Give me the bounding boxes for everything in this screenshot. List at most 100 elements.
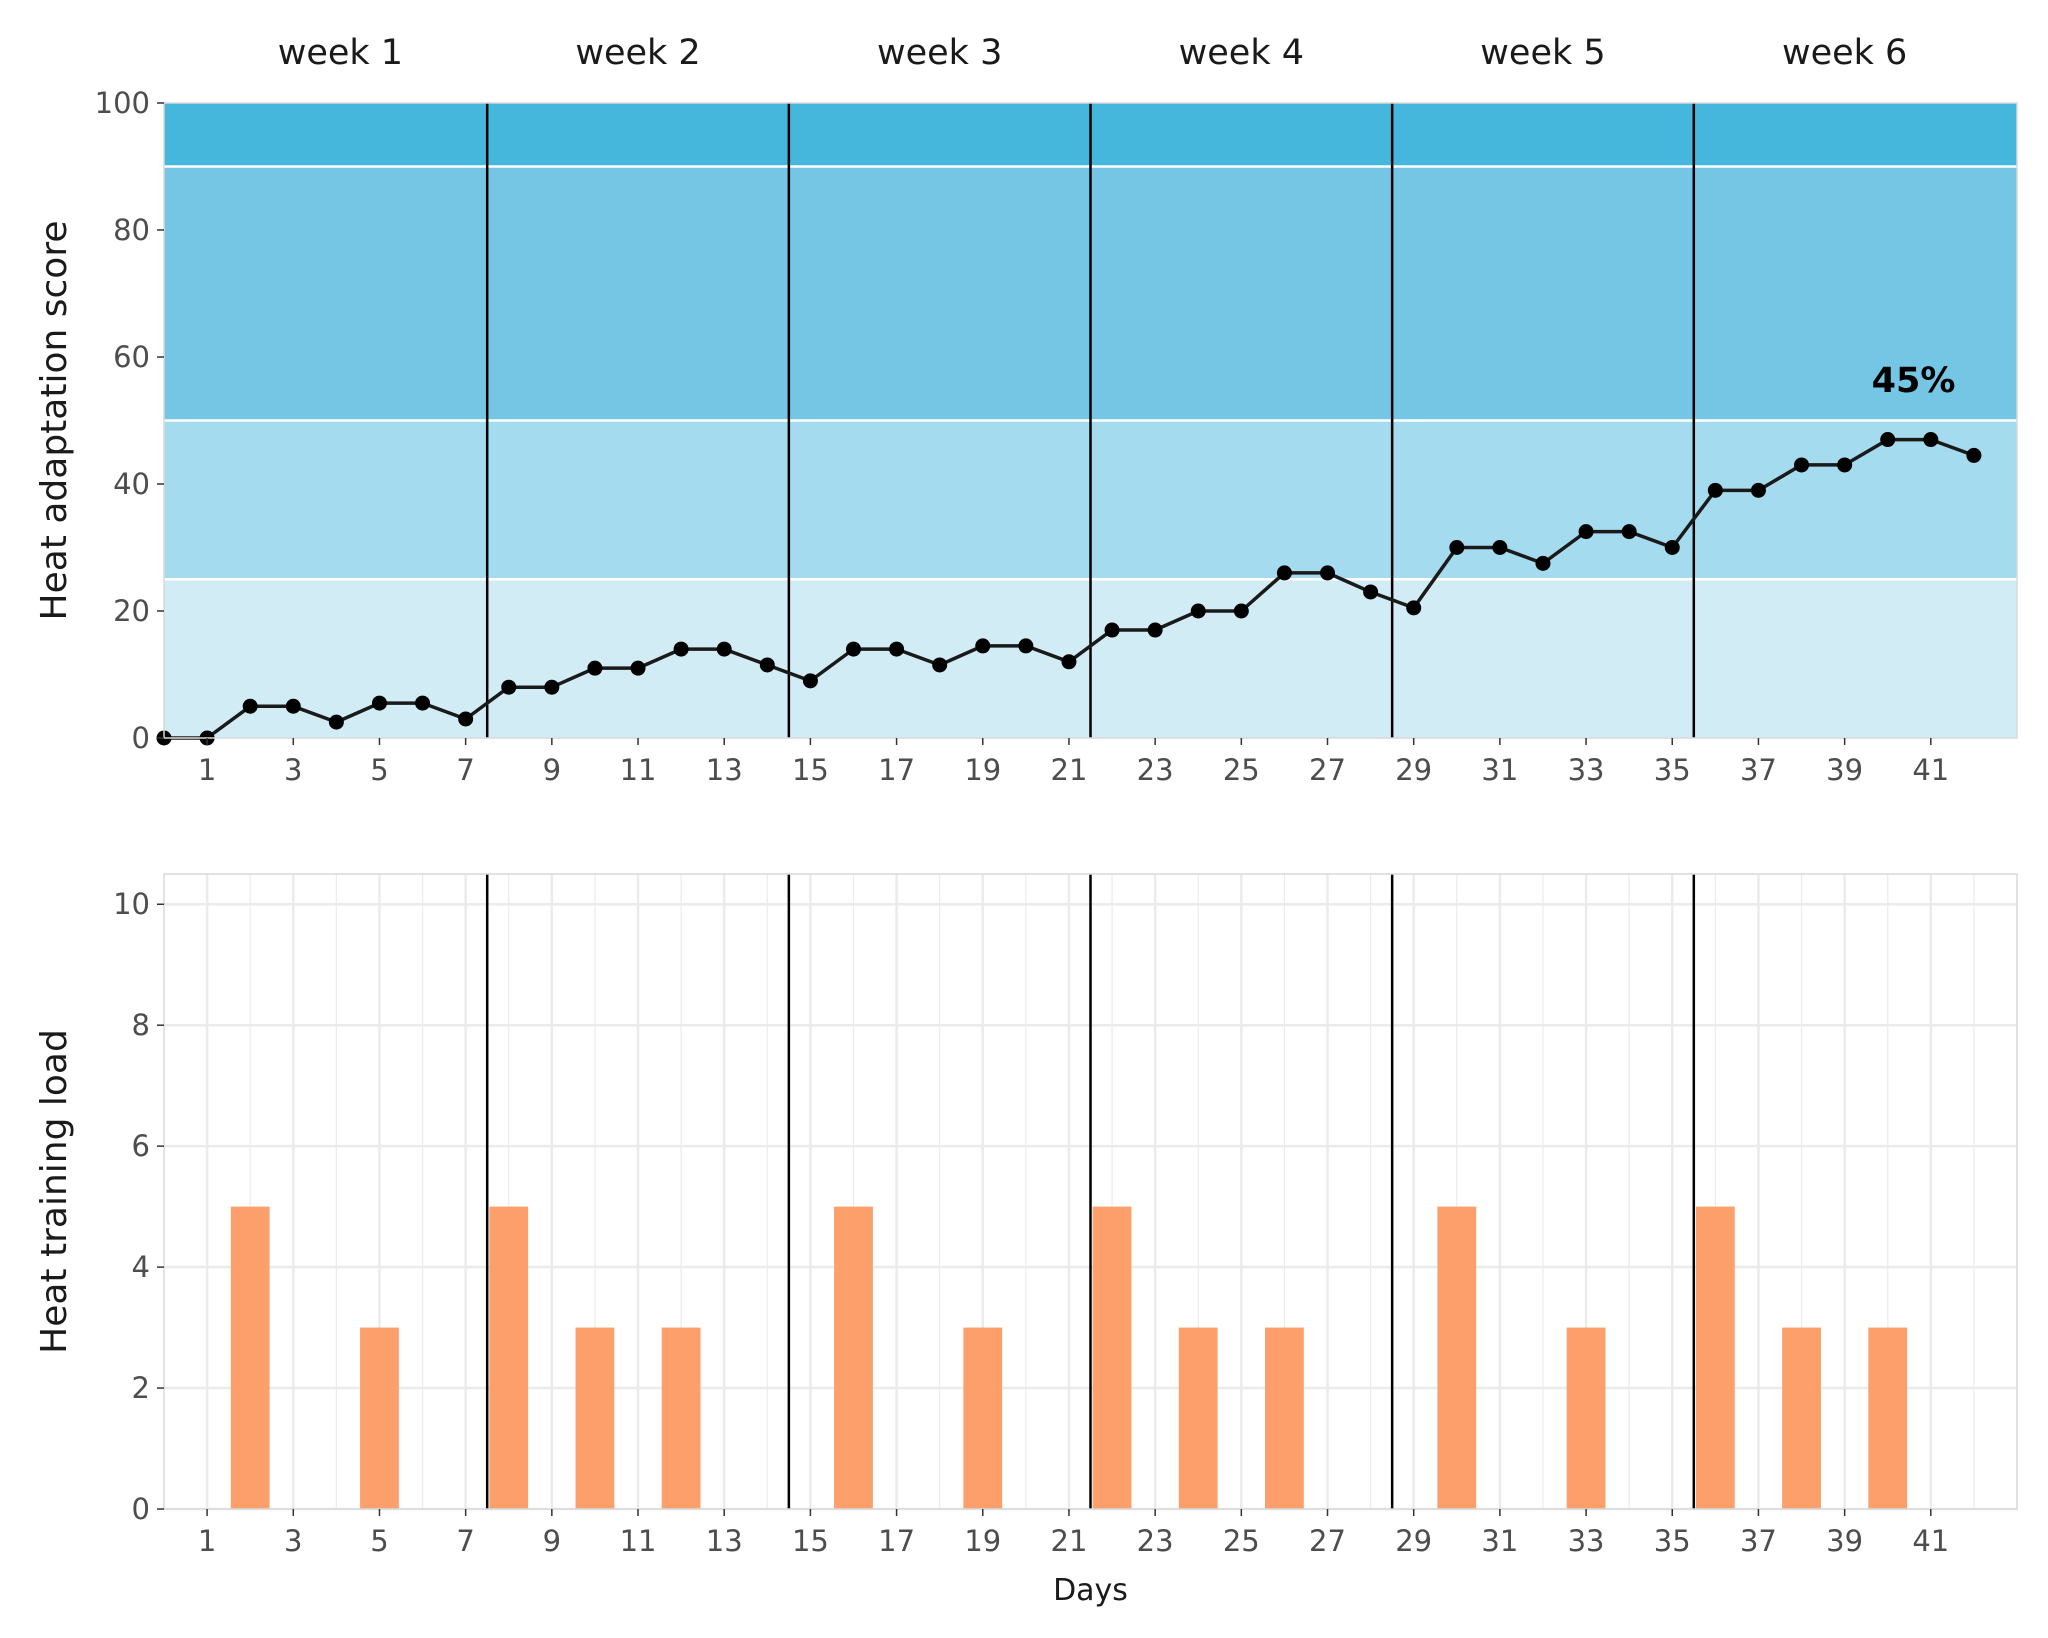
score-point (1147, 622, 1163, 638)
y-tick-label: 4 (132, 1250, 150, 1284)
y-tick-label: 6 (132, 1129, 150, 1163)
score-point (1104, 622, 1120, 638)
week-label: week 4 (1179, 33, 1304, 73)
load-bar (963, 1327, 1003, 1509)
x-tick-label: 19 (964, 1524, 1001, 1558)
x-tick-label: 7 (456, 1524, 474, 1558)
load-bar (661, 1327, 701, 1509)
score-point (1578, 524, 1594, 540)
top-panel-border (163, 102, 2018, 739)
x-tick-label: 29 (1395, 753, 1432, 787)
score-point (285, 698, 301, 714)
load-bars (230, 1206, 1908, 1509)
top-y-axis-title: Heat adaptation score (34, 221, 75, 621)
week-label: week 3 (877, 33, 1002, 73)
x-axis-title: Days (1053, 1573, 1128, 1608)
score-point (1750, 482, 1766, 498)
y-tick-label: 0 (132, 721, 150, 755)
x-tick-label: 27 (1309, 753, 1346, 787)
x-tick-label: 5 (370, 1524, 388, 1558)
score-point (1880, 432, 1896, 448)
x-tick-label: 21 (1051, 753, 1088, 787)
score-point (673, 641, 689, 657)
x-tick-label: 17 (878, 753, 915, 787)
x-tick-label: 37 (1740, 1524, 1777, 1558)
score-point (1837, 457, 1853, 473)
x-tick-label: 17 (878, 1524, 915, 1558)
y-tick-label: 2 (132, 1371, 150, 1405)
score-point (1233, 603, 1249, 619)
x-tick-label: 9 (543, 1524, 561, 1558)
score-point (1621, 524, 1637, 540)
score-point (544, 679, 560, 695)
score-point (716, 641, 732, 657)
x-tick-label: 7 (456, 753, 474, 787)
load-bar (1437, 1206, 1477, 1509)
x-tick-label: 41 (1912, 1524, 1949, 1558)
score-annotation: 45% (1872, 361, 1956, 401)
score-point (501, 679, 517, 695)
week-label: week 1 (278, 33, 403, 73)
score-point (1535, 555, 1551, 571)
y-tick-label: 40 (113, 467, 150, 501)
load-bar (1178, 1327, 1218, 1509)
score-point (759, 657, 775, 673)
load-bar (1092, 1206, 1132, 1509)
bottom-panel-border (163, 873, 2018, 1510)
score-point (932, 657, 948, 673)
load-bar (1695, 1206, 1735, 1509)
x-tick-label: 15 (792, 753, 829, 787)
x-tick-label: 1 (198, 1524, 216, 1558)
x-tick-label: 19 (964, 753, 1001, 787)
load-bar (360, 1327, 399, 1509)
x-tick-label: 27 (1309, 1524, 1346, 1558)
score-point (1664, 540, 1680, 555)
x-tick-label: 25 (1223, 753, 1260, 787)
score-point (458, 711, 474, 727)
load-bar (489, 1206, 529, 1509)
score-point (975, 638, 991, 654)
y-tick-label: 60 (113, 340, 150, 374)
x-tick-label: 13 (706, 1524, 743, 1558)
x-tick-label: 39 (1826, 1524, 1863, 1558)
score-point (1190, 603, 1206, 619)
load-bar (1566, 1327, 1606, 1509)
y-tick-label: 0 (132, 1492, 150, 1526)
score-point (630, 660, 646, 676)
x-tick-label: 37 (1740, 753, 1777, 787)
score-point (1018, 638, 1034, 654)
x-tick-label: 1 (198, 753, 216, 787)
y-tick-label: 20 (113, 594, 150, 628)
x-tick-label: 31 (1481, 753, 1518, 787)
score-point (889, 641, 905, 657)
score-point (1406, 600, 1422, 616)
score-point (1363, 584, 1379, 600)
load-bar (230, 1206, 270, 1509)
x-tick-label: 39 (1826, 753, 1863, 787)
score-point (1061, 654, 1077, 670)
y-tick-label: 80 (113, 213, 150, 247)
load-bar (834, 1206, 873, 1509)
score-point (1707, 482, 1723, 498)
score-point (845, 641, 861, 657)
y-tick-label: 100 (95, 86, 150, 120)
score-point (1492, 540, 1508, 555)
x-tick-label: 3 (284, 1524, 302, 1558)
score-point (802, 673, 818, 689)
load-bar (575, 1327, 615, 1509)
score-point (1276, 565, 1292, 581)
x-tick-label: 31 (1481, 1524, 1518, 1558)
x-tick-label: 9 (543, 753, 561, 787)
week-label: week 6 (1782, 33, 1907, 73)
x-tick-label: 23 (1137, 753, 1174, 787)
x-tick-label: 3 (284, 753, 302, 787)
x-tick-label: 35 (1654, 1524, 1691, 1558)
load-bar (1782, 1327, 1821, 1509)
x-tick-label: 41 (1912, 753, 1949, 787)
bottom-week-dividers (485, 874, 1696, 1509)
